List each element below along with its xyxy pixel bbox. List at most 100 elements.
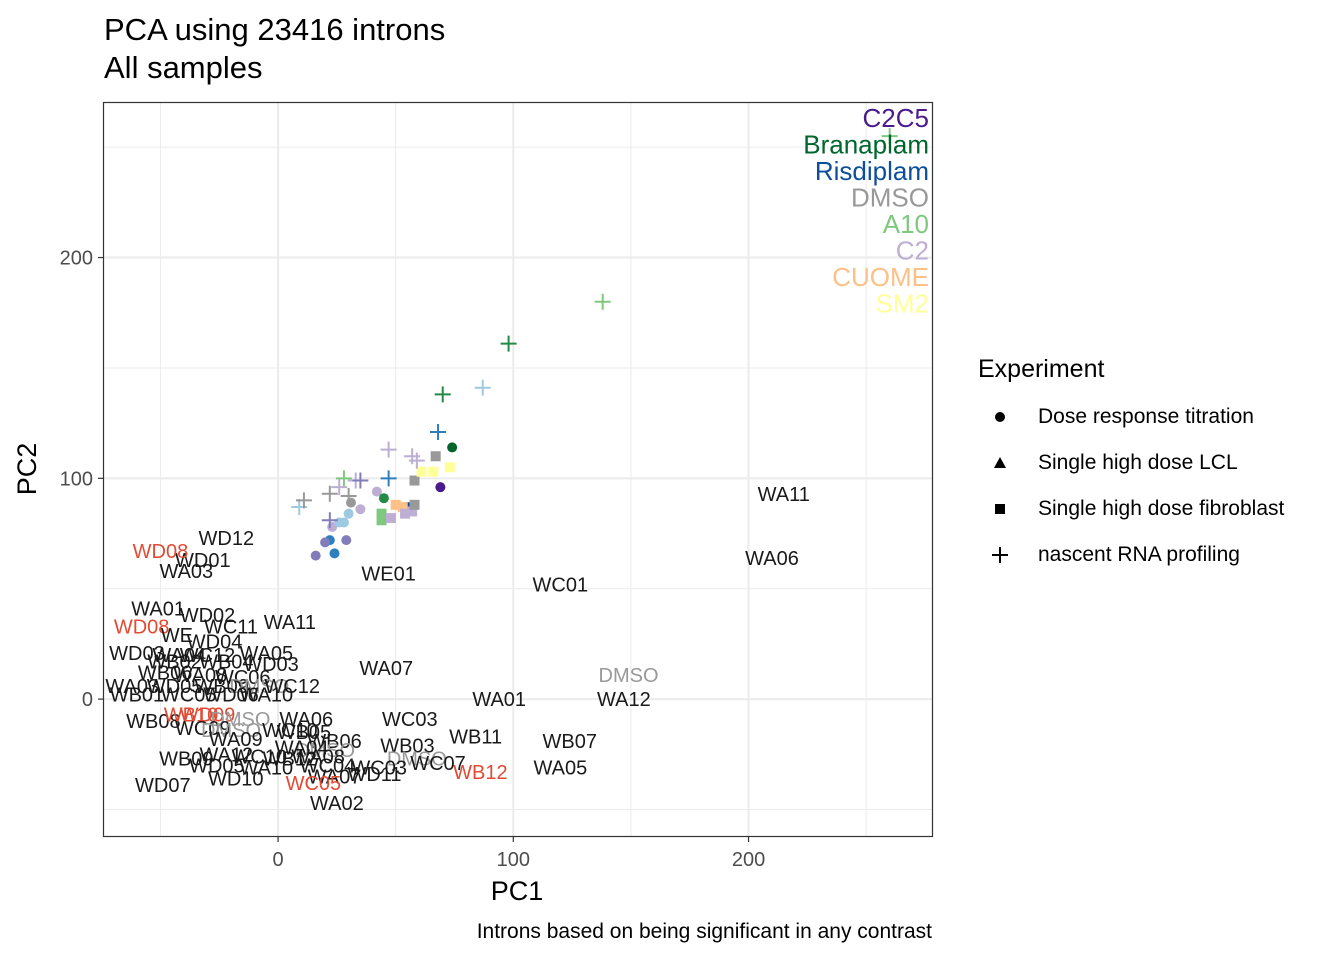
sample-label: DMSO (210, 709, 270, 731)
sample-label: WD09 (180, 705, 236, 727)
legend-item-dose: Dose response titration (978, 394, 1284, 440)
sample-label: WA06 (745, 548, 799, 570)
sample-label: WE (161, 625, 193, 647)
point-fibroblast (428, 466, 439, 477)
sample-label: DMSO (229, 676, 289, 698)
plus-icon (978, 541, 1022, 569)
square-icon (978, 495, 1022, 523)
point-nascent (352, 472, 369, 489)
sample-label: WA06 (279, 709, 333, 731)
point-fibroblast (409, 499, 420, 510)
sample-label: WC05 (161, 685, 217, 707)
gridlines (104, 103, 932, 836)
point-dose-response (338, 517, 349, 528)
x-tick-label: 0 (273, 849, 284, 871)
treatment-label: CUOME (832, 262, 929, 292)
sample-label: WB03 (380, 735, 434, 757)
sample-label: WB01 (110, 685, 164, 707)
sample-label: DMSO (201, 720, 261, 742)
treatment-label: Risdiplam (815, 156, 929, 186)
point-fibroblast (397, 502, 408, 513)
sample-label: WA03 (159, 561, 213, 583)
sample-label: WA04 (275, 738, 329, 760)
sample-label: WC12 (180, 645, 236, 667)
axes: 0 100 200 0 100 200 (60, 248, 766, 871)
sample-label: DMSO (599, 665, 659, 687)
sample-label: WB09 (159, 749, 213, 771)
sample-label: WC11 (204, 616, 258, 638)
treatment-label: DMSO (851, 183, 929, 213)
point-nascent (474, 379, 491, 396)
sample-label: WC03 (382, 709, 438, 731)
y-tick-label: 200 (60, 248, 93, 270)
point-fibroblast (430, 451, 441, 462)
sample-label: WB10 (164, 705, 218, 727)
x-axis-title: PC1 (491, 876, 544, 906)
treatment-label: C2C5 (863, 103, 929, 133)
sample-label: WD02 (180, 605, 236, 627)
sample-label: WB11 (449, 727, 502, 749)
point-dose-response (355, 504, 366, 515)
y-tick-label: 0 (82, 689, 93, 711)
sample-label: WC07 (410, 753, 466, 775)
treatment-label: A10 (883, 209, 929, 239)
sample-label: WE01 (361, 563, 415, 585)
point-dose-response (371, 486, 382, 497)
chart-title: PCA using 23416 introns (104, 12, 446, 47)
chart-subtitle: All samples (104, 50, 263, 85)
plot-panel-border (102, 101, 934, 838)
sample-label: WA01 (472, 689, 526, 711)
sample-label: WD03 (243, 654, 299, 676)
sample-label: WA03 (105, 676, 159, 698)
point-nascent (500, 335, 517, 352)
sample-label: WA07 (308, 766, 362, 788)
point-nascent (380, 441, 397, 458)
sample-label: WB09 (194, 676, 248, 698)
point-dose-response (345, 497, 356, 508)
sample-label: WA10 (239, 758, 293, 780)
point-fibroblast (400, 508, 411, 519)
sample-label: WD12 (199, 528, 255, 550)
sample-label: WD08 (133, 541, 189, 563)
point-dose-response (447, 442, 458, 453)
legend-item-nascent: nascent RNA profiling (978, 532, 1284, 578)
point-nascent (881, 128, 898, 145)
point-nascent (434, 386, 451, 403)
sample-label: WA08 (291, 747, 345, 769)
legend-title: Experiment (978, 355, 1105, 383)
sample-label: WD05 (147, 676, 203, 698)
legend-item-lcl: Single high dose LCL (978, 440, 1284, 486)
point-dose-response (329, 548, 340, 559)
sample-label: WA11 (758, 484, 810, 506)
sample-label: WD04 (187, 632, 243, 654)
sample-label: WD05 (189, 755, 245, 777)
point-nascent (380, 470, 397, 487)
sample-label: WA04 (152, 645, 206, 667)
legend: Experiment Dose response titration Singl… (978, 355, 1284, 578)
point-fibroblast (409, 475, 420, 486)
sample-label: WD03 (109, 643, 165, 665)
sample-label: WD06 (203, 685, 259, 707)
point-dose-response (378, 493, 389, 504)
sample-label: WC04 (300, 755, 356, 777)
sample-label: WD11 (347, 764, 401, 786)
point-nascent (335, 470, 352, 487)
sample-label: WA01 (131, 599, 185, 621)
sample-label: WD10 (208, 769, 264, 791)
treatment-label: C2 (896, 236, 929, 266)
sample-label: WA05 (533, 758, 587, 780)
treatment-label: SM2 (876, 289, 929, 319)
sample-label: WB08 (126, 711, 180, 733)
sample-label: WA11 (264, 612, 316, 634)
point-nascent (594, 293, 611, 310)
sample-label: WB06 (307, 731, 361, 753)
triangle-icon (978, 449, 1022, 477)
sample-label: WB02 (147, 652, 201, 674)
point-fibroblast (407, 506, 418, 517)
legend-label: Single high dose fibroblast (1038, 497, 1285, 520)
point-dose-response (435, 482, 446, 493)
sample-label: WA08 (174, 665, 228, 687)
point-nascent (340, 487, 357, 504)
